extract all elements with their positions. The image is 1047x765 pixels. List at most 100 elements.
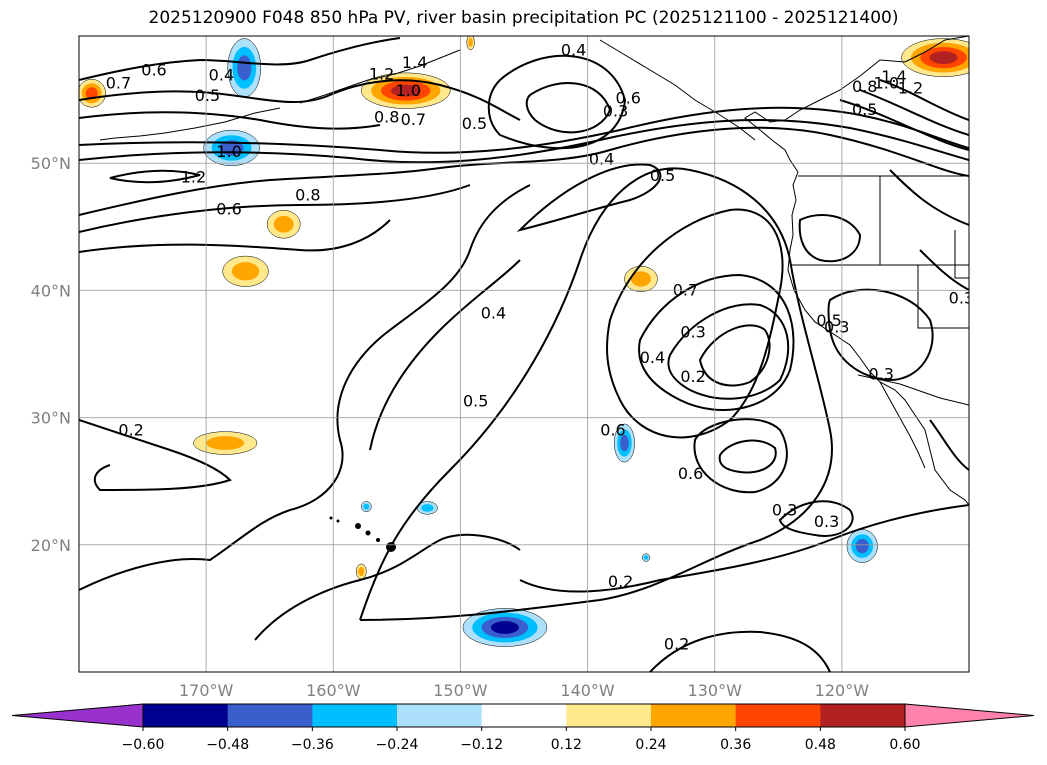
contour-label: 0.5 [816,311,841,330]
precip-fill-outline [466,36,475,51]
precip-fill-outline [462,608,548,647]
colorbar-tick-label: 0.60 [889,737,920,753]
precip-fill-region [855,538,869,554]
pv-contour [254,533,521,641]
pv-contour [698,324,771,387]
lat-tick-label: 50°N [31,154,71,173]
pv-contour [879,79,969,121]
contour-label: 0.6 [141,61,166,80]
precip-fill-outline [846,529,878,563]
contour-label: 0.3 [772,501,797,520]
precip-fill-region [490,621,519,634]
lon-tick-label: 130°W [688,681,743,700]
precip-fill-region [390,84,421,97]
contour-label: 0.8 [374,108,399,127]
contour-label: 0.7 [106,73,131,92]
precip-fill-region [237,55,252,81]
map-gridlines [79,36,969,672]
lon-tick-label: 140°W [560,681,615,700]
colorbar-swatch [735,704,821,727]
contour-label: 0.4 [561,40,586,59]
colorbar-swatch [566,704,652,727]
precip-fill-outline [901,38,969,77]
pv-contour [519,504,969,593]
contour-label: 0.6 [216,199,241,218]
colorbar-tick-label: 0.24 [635,737,666,753]
pv-contour [798,214,862,263]
state-border-3 [917,265,969,329]
colorbar-tick-label: −0.12 [460,737,503,753]
pv-contour [79,37,401,81]
precip-fill-region [421,504,434,512]
colorbar-extend-max [904,703,1035,728]
precip-fill-outline [203,129,260,166]
contour-label: 0.4 [640,348,665,367]
precip-fill-outline [361,72,451,109]
contour-label: 0.2 [680,367,705,386]
colorbar-tick-label: −0.36 [291,737,334,753]
alaska-panhandle [599,39,756,141]
map-background [79,36,969,672]
pv-contour [859,89,969,136]
lat-tick-label: 20°N [31,536,71,555]
colorbar-swatch [143,704,229,727]
contour-label: 0.3 [603,101,628,120]
baja-california [879,381,926,469]
colorbar-tick-label: −0.60 [122,737,165,753]
north-america-coastline [744,36,969,506]
pv-contour [649,630,831,672]
precip-fill-outline [641,553,651,562]
lat-tick-label: 40°N [31,281,71,300]
axis-tick-labels: 170°W 160°W 150°W 140°W 130°W 120°W 50°N 40°N 30… [31,154,870,700]
precip-fill-region [85,87,98,100]
contour-label: 1.0 [396,81,421,100]
precip-fill-region [206,436,245,450]
contour-label: 0.2 [664,634,689,653]
pv-contour [638,273,795,411]
lon-tick-label: 170°W [179,681,234,700]
contour-label: 0.5 [852,100,877,119]
pv-contour [889,169,969,226]
contour-label: 0.4 [209,66,234,85]
lon-tick-label: 150°W [433,681,488,700]
precip-fill-outline [624,265,658,292]
contour-label: 1.0 [216,142,241,161]
contour-label: 0.5 [195,86,220,105]
colorbar-extend-min [11,703,144,728]
pv-contours [79,37,969,672]
precip-fill-region [643,555,649,560]
contour-label: 0.6 [600,421,625,440]
precip-fill-region [231,262,260,281]
contour-labels: 0.70.6 0.40.51.21.41.00.8 0.7 0.50.40.30.60… [106,40,969,653]
colorbar-tick-label: 0.48 [805,737,836,753]
contour-label: 0.5 [462,114,487,133]
colorbar-frame [142,703,906,728]
colorbar-swatch [820,704,906,727]
colorbar-swatch [312,704,398,727]
pv-contour [79,184,531,591]
pv-contour [369,259,521,451]
contour-label: 0.4 [589,150,614,169]
contour-label: 1.0 [874,73,899,92]
contour-label: 0.8 [295,185,320,204]
lat-tick-label: 30°N [31,409,71,428]
contour-label: 1.2 [181,167,206,186]
pv-contour [525,82,612,134]
precip-fill-outline [266,210,301,239]
colorbar-tick-label: −0.24 [376,737,419,753]
lon-tick-label: 160°W [306,681,361,700]
contour-label: 0.3 [680,323,705,342]
contour-label: 0.3 [814,512,839,531]
pv-contour [516,163,662,232]
pv-contour [79,119,969,164]
chart-title: 2025120900 F048 850 hPa PV, river basin … [148,8,899,28]
pv-contour [839,99,969,151]
contour-label: 1.4 [402,53,427,72]
colorbar-swatch [227,704,313,727]
colorbar-tick-label: −0.48 [206,737,249,753]
colorbar: −0.60 −0.48 −0.36 −0.24 −0.12 0.12 0.24 0.36 0.4… [11,703,1035,753]
contour-label: 0.5 [463,391,488,410]
contour-label: 0.2 [118,421,143,440]
pv-contour [929,419,969,471]
